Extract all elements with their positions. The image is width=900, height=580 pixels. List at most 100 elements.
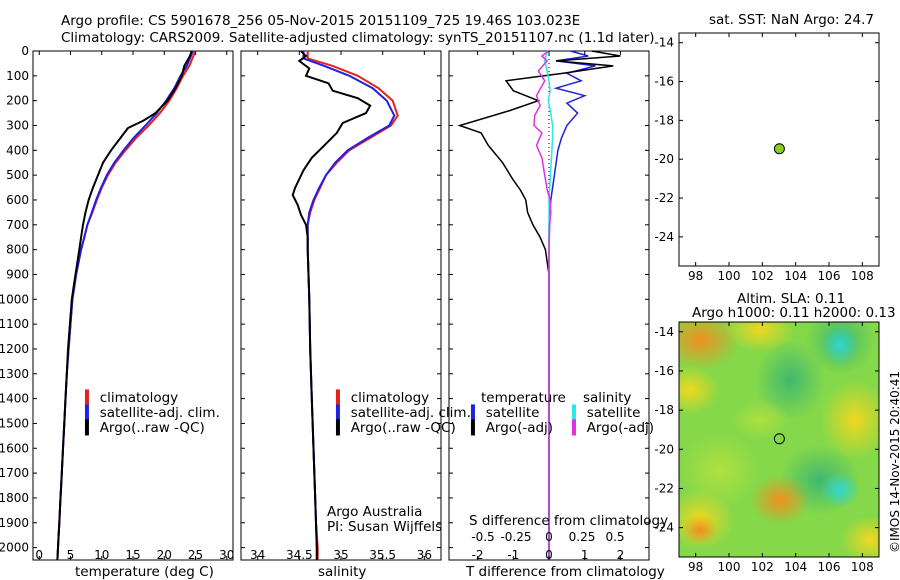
difference-panel: -2 -1 0 1 2 -0.5 -0.25 0 0.25 0.5 [448, 50, 650, 562]
y-tick-label: 800 [6, 243, 29, 257]
x-tick-label: 100 [718, 269, 741, 283]
y-tick-label: 1500 [0, 416, 29, 430]
temperature-series [56, 50, 197, 561]
argo-location-marker [773, 143, 785, 155]
x-tick-label: 98 [688, 269, 703, 283]
x-tick-label: 34 [250, 548, 265, 562]
legend-label: Argo(..raw -QC) [99, 420, 205, 436]
legend-label: satellite-adj. clim. [99, 405, 220, 421]
y-tick-label: 200 [6, 94, 29, 108]
y-tick-label: 1900 [0, 516, 29, 530]
y-tick-label: -14 [654, 36, 674, 50]
s-difference-label: S difference from climatology [469, 513, 669, 529]
x-tick-label: 35.5 [369, 548, 396, 562]
sal-legend-satellite: ▍ satellite-adj. clim. [336, 405, 471, 421]
series-climatology [56, 50, 197, 561]
x-tick-label: 5 [67, 548, 75, 562]
x-tick-label: 35 [333, 548, 348, 562]
x-tick-label: 104 [784, 269, 807, 283]
y-tick-label: -22 [654, 481, 674, 495]
x-tick-label: 20 [157, 548, 172, 562]
y-tick-label: -14 [654, 325, 674, 339]
sla-heatmap [679, 322, 879, 557]
y-tick-label: -20 [654, 442, 674, 456]
s-tick-label: 0.5 [605, 530, 624, 544]
x-tick-label: 108 [851, 560, 874, 574]
legend-label: Argo(..raw -QC) [350, 420, 456, 436]
salinity-series [291, 50, 399, 560]
legend-label: satellite [586, 405, 641, 421]
x-tick-label: 0 [545, 548, 553, 562]
x-tick-label: 2 [617, 548, 625, 562]
diff-legend-s-argo: ▍ Argo(-adj) [572, 420, 655, 436]
t-difference-label: T difference from climatology [466, 564, 665, 580]
x-tick-label: 106 [818, 269, 841, 283]
y-tick-label: 1300 [0, 367, 29, 381]
altimetry-axes: 98 100 102 104 106 108 -14 -16 -18 -20 -22 -24 [654, 322, 879, 574]
y-tick-label: 100 [6, 69, 29, 83]
temp-legend-climatology: ▍ climatology [85, 390, 179, 406]
diff-legend-t-satellite: ▍ satellite [471, 405, 540, 421]
y-tick-label: -16 [654, 75, 674, 89]
diff-legend-t-argo: ▍ Argo(-adj) [471, 420, 554, 436]
imos-credit: ©IMOS 14-Nov-2015 20:40:41 [888, 370, 900, 553]
legend-label: satellite-adj. clim. [350, 405, 471, 421]
header-line-1: Argo profile: CS 5901678_256 05-Nov-2015… [61, 13, 581, 29]
temperature-axes-frame [32, 50, 234, 561]
series-argo-raw-qc- [56, 50, 193, 561]
x-tick-label: 98 [688, 560, 703, 574]
y-tick-label: -16 [654, 364, 674, 378]
y-tick-label: -18 [654, 403, 674, 417]
y-tick-label: 600 [6, 193, 29, 207]
x-tick-label: 102 [751, 560, 774, 574]
x-tick-label: 100 [718, 560, 741, 574]
annotation-argo-australia: Argo Australia [327, 504, 423, 520]
y-tick-label: 0 [21, 44, 29, 58]
s-tick-label: -0.25 [500, 530, 531, 544]
temp-legend-satellite: ▍ satellite-adj. clim. [85, 405, 220, 421]
series-satellite-adj-clim- [56, 50, 194, 561]
salinity-panel: 34 34.5 35 35.5 36 [240, 50, 442, 562]
y-tick-label: 1800 [0, 491, 29, 505]
x-tick-label: 108 [851, 269, 874, 283]
x-tick-label: 25 [188, 548, 203, 562]
x-tick-label: -2 [472, 548, 484, 562]
y-tick-label: 1100 [0, 317, 29, 331]
series-t-argo-adj- [457, 50, 621, 560]
y-tick-label: 1200 [0, 342, 29, 356]
y-tick-label: -20 [654, 152, 674, 166]
sal-legend-climatology: ▍ climatology [336, 390, 430, 406]
x-tick-label: 102 [751, 269, 774, 283]
location-axes: 98 100 102 104 106 108 -14 -16 -18 -20 -22 -24 [654, 33, 879, 283]
x-tick-label: 0 [35, 548, 43, 562]
x-tick-label: 30 [219, 548, 234, 562]
altimetry-panel: 98 100 102 104 106 108 -14 -16 -18 -20 -22 -24 [654, 321, 880, 574]
x-tick-label: 34.5 [286, 548, 313, 562]
altimetry-points [773, 433, 785, 445]
argo-location-marker [773, 433, 785, 445]
legend-label: Argo(-adj) [586, 420, 655, 436]
sal-legend-argo: ▍ Argo(..raw -QC) [336, 420, 456, 436]
y-tick-label: -24 [654, 521, 674, 535]
temperature-panel: 0 5 10 15 20 25 300100200300400500600700800900… [0, 44, 234, 562]
salinity-axes: 34 34.5 35 35.5 36 [241, 50, 441, 562]
legend-label: Argo(-adj) [485, 420, 554, 436]
diff-legend-temperature-title: temperature [481, 390, 566, 406]
y-tick-label: -22 [654, 191, 674, 205]
y-tick-label: 1600 [0, 441, 29, 455]
y-tick-label: 1400 [0, 392, 29, 406]
altimetry-title-2: Argo h1000: 0.11 h2000: 0.13 [692, 305, 896, 321]
temperature-xlabel: temperature (deg C) [75, 564, 214, 580]
x-tick-label: -1 [507, 548, 519, 562]
x-tick-label: 106 [818, 560, 841, 574]
altimetry-axes-frame [678, 321, 880, 558]
x-tick-label: 36 [417, 548, 432, 562]
x-tick-label: 10 [94, 548, 109, 562]
x-tick-label: 104 [784, 560, 807, 574]
x-tick-label: 15 [125, 548, 140, 562]
temp-legend-argo: ▍ Argo(..raw -QC) [85, 420, 205, 436]
diff-legend-s-satellite: ▍ satellite [572, 405, 641, 421]
y-tick-label: 700 [6, 218, 29, 232]
